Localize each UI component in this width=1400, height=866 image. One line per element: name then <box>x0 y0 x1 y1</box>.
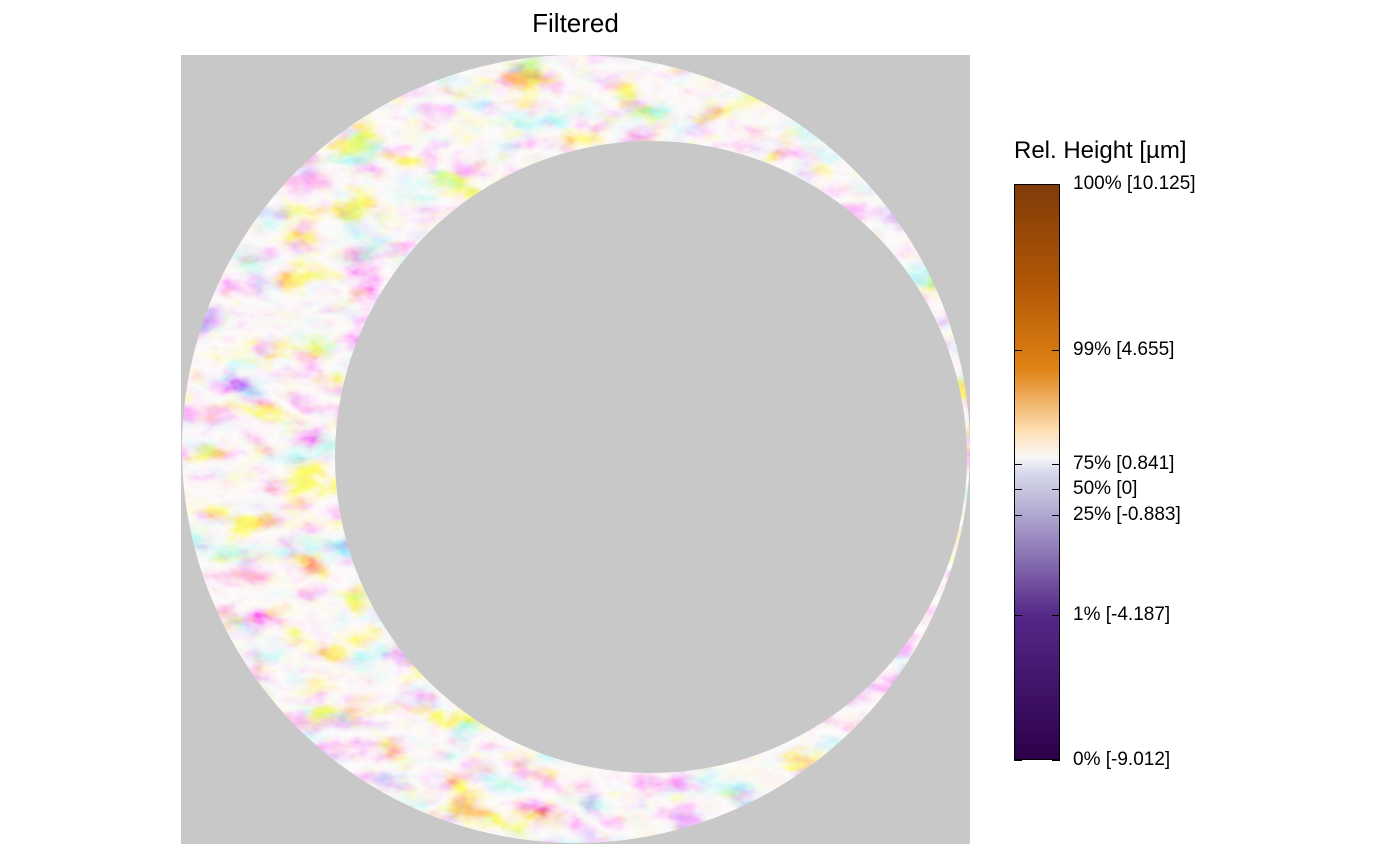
colorbar-tick-label: 0% [-9.012] <box>1073 749 1171 770</box>
colorbar-tick-mark <box>1052 184 1060 185</box>
colorbar-tick-mark <box>1052 615 1060 616</box>
colorbar-tick-mark <box>1014 464 1022 465</box>
colorbar-tick-mark <box>1014 515 1022 516</box>
colorbar-tick-label: 75% [0.841] <box>1073 452 1175 474</box>
colorbar-tick-mark <box>1014 489 1022 490</box>
colorbar-tick-mark <box>1052 760 1060 761</box>
colorbar-tick-mark <box>1014 760 1022 761</box>
height-map-ring <box>181 55 970 844</box>
colorbar-tick-mark <box>1014 615 1022 616</box>
colorbar-tick-mark <box>1052 464 1060 465</box>
colorbar-tick-mark <box>1052 350 1060 351</box>
colorbar-tick-label: 25% [-0.883] <box>1073 503 1181 525</box>
colorbar <box>1014 184 1060 760</box>
colorbar-tick-mark <box>1014 350 1022 351</box>
colorbar-tick-mark <box>1052 515 1060 516</box>
colorbar-tick-mark <box>1014 184 1022 185</box>
colorbar-tick-label: 99% [4.655] <box>1073 339 1175 361</box>
colorbar-tick-label: 1% [-4.187] <box>1073 604 1171 626</box>
legend-title: Rel. Height [µm] <box>1014 137 1187 164</box>
colorbar-tick-label: 50% [0] <box>1073 478 1138 500</box>
colorbar-tick-mark <box>1052 489 1060 490</box>
colorbar-tick-label: 100% [10.125] <box>1073 173 1196 194</box>
plot-title: Filtered <box>532 8 619 38</box>
